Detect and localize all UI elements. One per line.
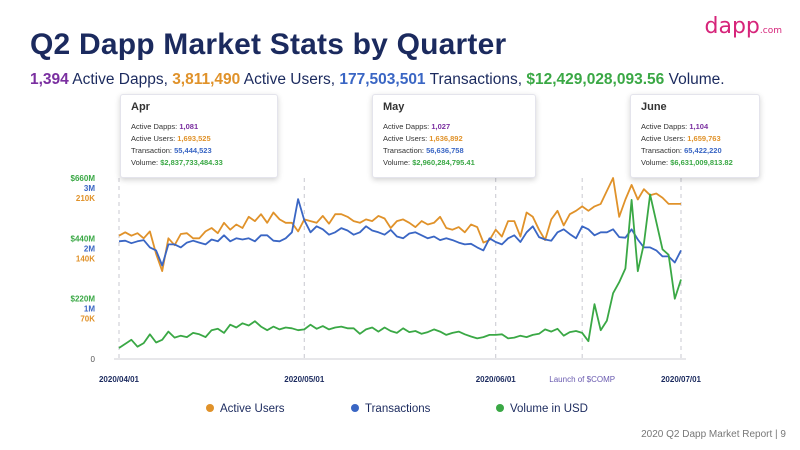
card-users-value: 1,659,763 [687,134,721,143]
summary-volume: $12,429,028,093.56 [526,71,665,88]
card-dapps-value: 1,104 [689,122,709,131]
card-users-value: 1,636,892 [429,134,463,143]
card-vol-value: $2,837,733,484.33 [160,158,223,167]
card-label: Transaction: [131,146,172,155]
card-row-users: Active Users: 1,636,892 [383,133,525,145]
logo-text: dapp [704,14,760,39]
summary-active-users-label: Active Users, [240,71,340,88]
card-label: Active Dapps: [641,122,688,131]
card-label: Volume: [131,158,159,167]
footer-caption: 2020 Q2 Dapp Market Report | 9 [641,429,786,440]
card-row-vol: Volume: $2,837,733,484.33 [131,157,267,169]
summary-line: 1,394 Active Dapps, 3,811,490 Active Use… [30,71,725,89]
summary-transactions-label: Transactions, [425,71,527,88]
card-tx-value: 65,422,220 [684,146,722,155]
x-tick-label: 2020/07/01 [661,375,702,384]
card-label: Volume: [641,158,669,167]
summary-active-dapps: 1,394 [30,71,69,88]
dapp-logo: dapp.com [705,14,782,39]
summary-active-users: 3,811,490 [172,71,241,88]
y-tick-transactions: 1M [84,305,95,314]
y-tick-users: 70K [80,315,95,324]
card-row-tx: Transaction: 55,444,523 [131,145,267,157]
month-card-june: June Active Dapps: 1,104 Active Users: 1… [630,94,760,178]
event-label: Launch of $COMP [549,375,615,384]
series-line-volume-in-usd [118,193,682,349]
card-vol-value: $2,960,284,795.41 [412,158,475,167]
card-row-vol: Volume: $6,631,009,813.82 [641,157,749,169]
card-row-users: Active Users: 1,693,525 [131,133,267,145]
legend-marker-transactions [351,404,359,412]
card-label: Active Dapps: [383,122,430,131]
legend-label-volume-in-usd: Volume in USD [510,403,588,415]
card-label: Volume: [383,158,411,167]
legend-label-transactions: Transactions [365,403,431,415]
x-tick-label: 2020/04/01 [99,375,140,384]
y-tick-zero: 0 [91,355,96,364]
y-tick-volume: $440M [71,234,96,243]
series-line-active-users [118,177,681,273]
y-tick-users: 210K [76,194,95,203]
card-row-dapps: Active Dapps: 1,104 [641,121,749,133]
card-tx-value: 56,636,758 [426,146,464,155]
card-dapps-value: 1,027 [431,122,451,131]
card-label: Active Dapps: [131,122,178,131]
card-label: Transaction: [383,146,424,155]
series-line-transactions [118,198,682,267]
card-month: June [641,101,667,113]
y-tick-users: 140K [76,254,95,263]
card-row-vol: Volume: $2,960,284,795.41 [383,157,525,169]
card-row-tx: Transaction: 65,422,220 [641,145,749,157]
card-row-dapps: Active Dapps: 1,027 [383,121,525,133]
y-tick-volume: $660M [71,174,96,183]
card-dapps-value: 1,081 [179,122,199,131]
y-tick-transactions: 3M [84,184,95,193]
summary-active-dapps-label: Active Dapps, [68,71,173,88]
card-label: Active Users: [131,134,176,143]
y-tick-transactions: 2M [84,244,95,253]
card-row-tx: Transaction: 56,636,758 [383,145,525,157]
card-label: Transaction: [641,146,682,155]
card-month: May [383,101,405,113]
legend-marker-active-users [206,404,214,412]
card-vol-value: $6,631,009,813.82 [670,158,733,167]
month-card-apr: Apr Active Dapps: 1,081 Active Users: 1,… [120,94,278,178]
x-tick-label: 2020/06/01 [476,375,517,384]
card-month: Apr [131,101,150,113]
month-card-may: May Active Dapps: 1,027 Active Users: 1,… [372,94,536,178]
y-tick-volume: $220M [71,295,96,304]
legend-marker-volume-in-usd [496,404,504,412]
summary-transactions: 177,503,501 [339,71,426,88]
card-tx-value: 55,444,523 [174,146,212,155]
x-tick-label: 2020/05/01 [284,375,325,384]
legend-label-active-users: Active Users [220,403,285,415]
card-label: Active Users: [383,134,428,143]
card-row-users: Active Users: 1,659,763 [641,133,749,145]
summary-volume-label: Volume. [664,71,725,88]
page-title: Q2 Dapp Market Stats by Quarter [30,28,507,61]
card-label: Active Users: [641,134,686,143]
logo-suffix: .com [759,26,782,36]
card-row-dapps: Active Dapps: 1,081 [131,121,267,133]
card-users-value: 1,693,525 [177,134,211,143]
